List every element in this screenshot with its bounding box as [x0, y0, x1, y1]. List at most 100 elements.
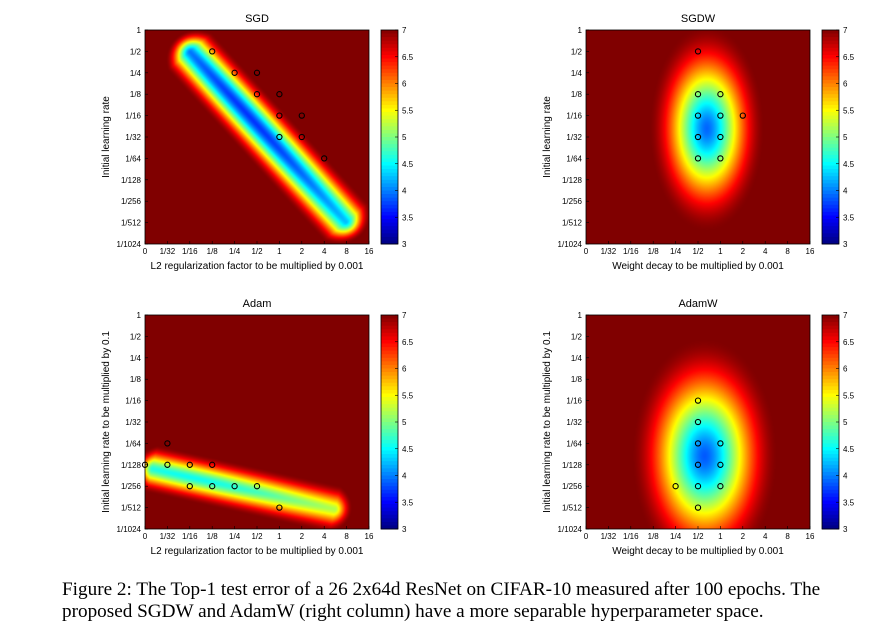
adam-y-axis-label: Initial learning rate to be multiplied b…: [101, 331, 112, 513]
sgd-colorbar-tick-label: 4.5: [402, 160, 414, 169]
sgd-x-axis-label: L2 regularization factor to be multiplie…: [151, 261, 364, 272]
sgd-best-setting-marker: [321, 155, 328, 162]
adam-colorbar-segment: [381, 386, 398, 391]
sgdw-colorbar-segment: [822, 211, 839, 216]
sgdw-colorbar-segment: [822, 115, 839, 120]
sgdw-colorbar-tick-label: 5: [843, 133, 848, 142]
sgd-colorbar-segment: [381, 165, 398, 170]
sgd-colorbar-tick-label: 4: [402, 187, 407, 196]
sgd-colorbar-segment: [381, 179, 398, 184]
adamw-colorbar-segment: [822, 454, 839, 459]
adamw-colorbar-segment: [822, 500, 839, 505]
adam-colorbar-segment: [381, 414, 398, 419]
adam-colorbar-segment: [381, 521, 398, 526]
adamw-colorbar-segment: [822, 339, 839, 345]
adam-y-tick-label: 1/16: [125, 397, 141, 406]
adam-best-setting-marker: [186, 461, 193, 468]
adamw-y-tick-label: 1: [578, 311, 583, 320]
sgdw-colorbar-segment: [822, 108, 839, 113]
sgdw-best-setting-marker: [717, 112, 724, 119]
sgdw-colorbar-tick-label: 7: [843, 26, 848, 35]
adamw-colorbar-segment: [822, 443, 839, 448]
adam-x-tick-label: 1/32: [160, 532, 176, 541]
sgd-colorbar-segment: [381, 47, 398, 52]
adam-colorbar-segment: [381, 425, 398, 430]
sgd-y-axis-label: Initial learning rate: [101, 96, 112, 178]
figure-caption: Figure 2: The Top-1 test error of a 26 2…: [62, 579, 821, 623]
sgd-x-tick-label: 4: [322, 247, 327, 256]
adamw-colorbar-segment: [822, 439, 839, 444]
adam-colorbar-segment: [381, 496, 398, 501]
adamw-colorbar-segment: [822, 436, 839, 441]
sgd-colorbar-tick-label: 6.5: [402, 53, 414, 62]
adam-colorbar-segment: [381, 482, 398, 487]
adamw-colorbar-segment: [822, 418, 839, 423]
sgd-colorbar-segment: [381, 183, 398, 188]
sgd-best-setting-marker: [276, 112, 283, 119]
sgd-colorbar-segment: [381, 90, 398, 95]
sgd-colorbar-tick-label: 6: [402, 80, 407, 89]
adamw-colorbar-segment: [822, 343, 839, 348]
adam-colorbar-segment: [381, 493, 398, 498]
adamw-colorbar-segment: [822, 521, 839, 526]
adamw-y-tick-label: 1/64: [566, 439, 582, 448]
adamw-colorbar-segment: [822, 507, 839, 512]
sgd-colorbar-segment: [381, 79, 398, 84]
sgdw-colorbar-segment: [822, 65, 839, 70]
sgdw-colorbar-segment: [822, 201, 839, 206]
sgdw-best-setting-marker: [717, 91, 724, 98]
sgd-colorbar-segment: [381, 33, 398, 38]
sgd-colorbar-segment: [381, 211, 398, 216]
adamw-best-setting-marker: [694, 418, 702, 426]
sgd-x-tick-label: 0: [143, 247, 148, 256]
adamw-colorbar-segment: [822, 493, 839, 498]
adam-colorbar-segment: [381, 397, 398, 402]
adamw-colorbar-segment: [822, 336, 839, 341]
sgd-colorbar-segment: [381, 233, 398, 238]
adamw-colorbar-segment: [822, 400, 839, 405]
adam-colorbar-segment: [381, 357, 398, 362]
sgd-colorbar-segment: [381, 194, 398, 199]
adam-x-tick-label: 1/4: [229, 532, 241, 541]
sgd-x-tick-label: 1/16: [182, 247, 198, 256]
sgd-colorbar-segment: [381, 54, 398, 60]
adamw-x-tick-label: 1/2: [692, 532, 704, 541]
sgdw-y-tick-label: 1/256: [562, 197, 583, 206]
adamw-colorbar-segment: [822, 450, 839, 455]
sgdw-y-axis-label: Initial learning rate: [542, 96, 553, 178]
sgd-x-tick-label: 1/8: [207, 247, 219, 256]
sgdw-colorbar-tick-label: 6.5: [843, 53, 855, 62]
sgd-x-tick-label: 1: [277, 247, 282, 256]
sgdw-x-tick-label: 8: [785, 247, 790, 256]
sgdw-x-tick-label: 1/4: [670, 247, 682, 256]
sgdw-best-setting-marker: [694, 91, 702, 98]
adam-x-tick-label: 1/16: [182, 532, 198, 541]
sgdw-colorbar-segment: [822, 176, 839, 181]
sgd-y-tick-label: 1/4: [130, 69, 142, 78]
sgdw-y-tick-label: 1/32: [566, 133, 582, 142]
adamw-colorbar-segment: [822, 350, 839, 355]
sgd-colorbar-segment: [381, 129, 398, 134]
adam-colorbar-segment: [381, 504, 398, 509]
sgd-y-tick-label: 1/128: [121, 176, 142, 185]
adamw-colorbar-segment: [822, 411, 839, 416]
sgd-colorbar-segment: [381, 83, 398, 88]
sgd-x-tick-label: 2: [300, 247, 305, 256]
sgd-colorbar-tick-label: 3.5: [402, 213, 414, 222]
sgdw-colorbar-segment: [822, 76, 839, 81]
sgdw-colorbar-segment: [822, 186, 839, 191]
sgd-best-setting-marker: [276, 91, 283, 98]
sgd-colorbar-segment: [381, 94, 398, 99]
sgdw-colorbar-segment: [822, 222, 839, 227]
adam-best-setting-marker: [141, 461, 149, 468]
heatmap-adam-svg: 0 1/32 1/16 1/8 1/4 1/2 1 2 4 8 16 1 1/2 1/4 1/8 1/16 1/…: [101, 298, 414, 557]
adam-colorbar-tick-label: 5: [402, 418, 407, 427]
sgdw-y-tick-label: 1/512: [562, 219, 583, 228]
adam-colorbar-segment: [381, 422, 398, 427]
adam-colorbar-segment: [381, 486, 398, 491]
sgd-colorbar-segment: [381, 161, 398, 167]
sgdw-colorbar-segment: [822, 58, 839, 63]
sgd-colorbar-segment: [381, 133, 398, 138]
sgd-colorbar-segment: [381, 104, 398, 109]
sgdw-colorbar-tick-label: 3: [843, 240, 848, 249]
